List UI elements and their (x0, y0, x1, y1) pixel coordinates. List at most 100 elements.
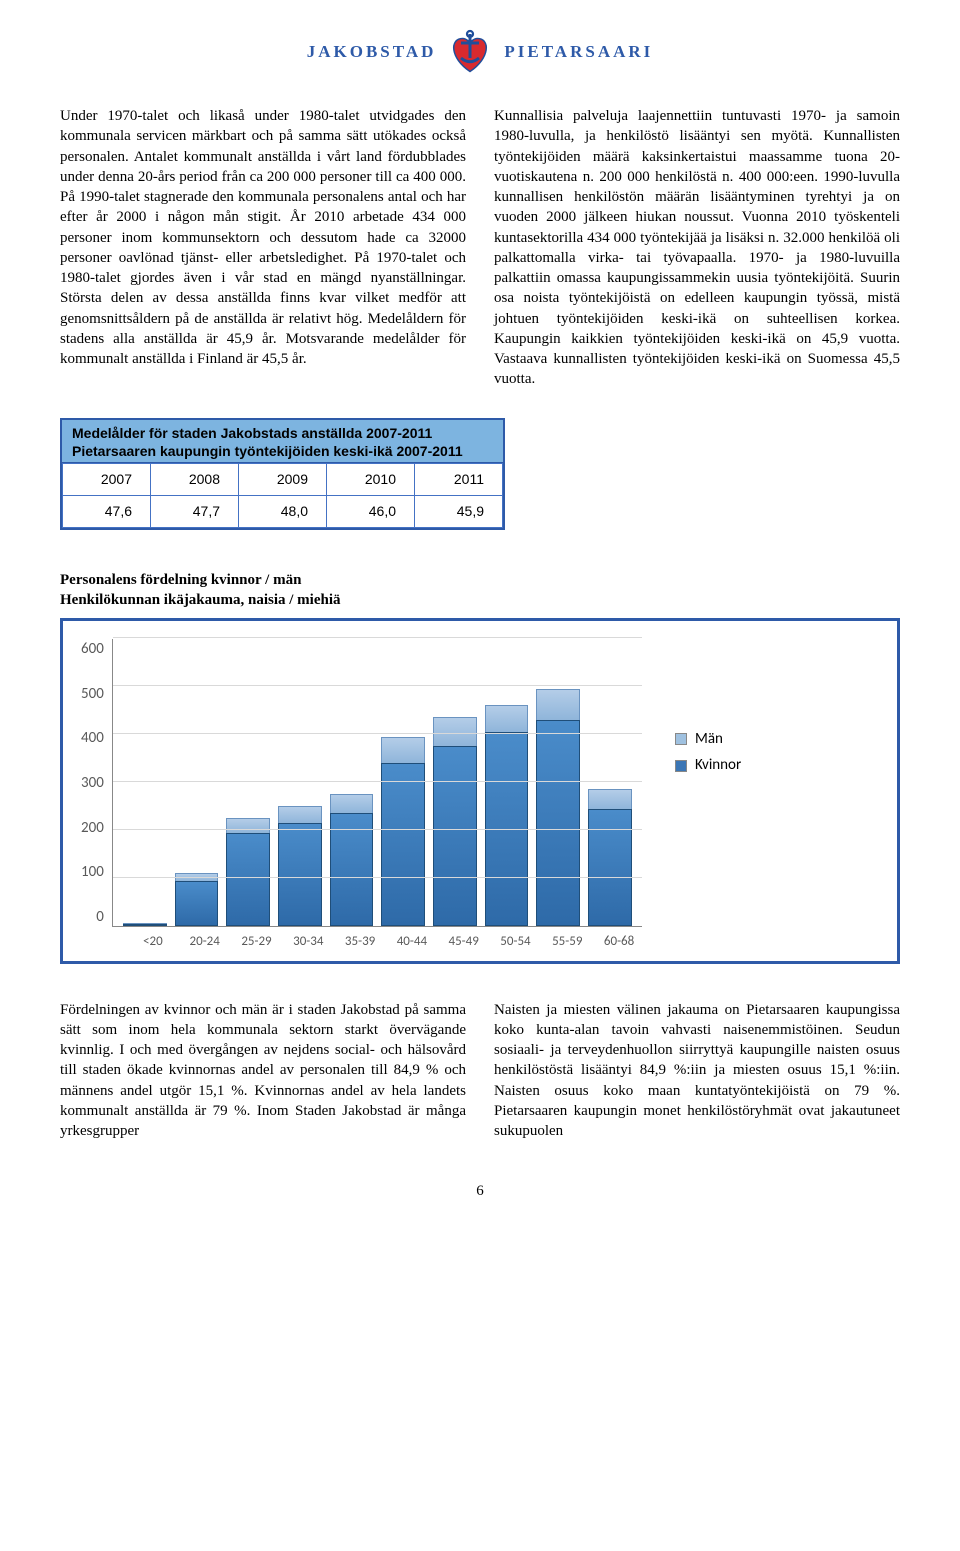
bar-segment-men (588, 789, 632, 808)
bar-stack (175, 873, 219, 926)
y-tick: 500 (81, 684, 104, 704)
x-tick: 45-49 (438, 933, 490, 951)
bar-slot (274, 639, 326, 926)
legend-swatch-men (675, 733, 687, 745)
table-header: Medelålder för staden Jakobstads anställ… (62, 420, 503, 463)
bar-segment-women (433, 746, 477, 926)
x-tick: 30-34 (282, 933, 334, 951)
page-number: 6 (60, 1181, 900, 1201)
bar-segment-women (330, 813, 374, 926)
x-tick: 55-59 (541, 933, 593, 951)
table-row-years: 2007 2008 2009 2010 2011 (63, 463, 503, 495)
table-title-line2: Pietarsaaren kaupungin työntekijöiden ke… (72, 442, 493, 460)
bar-stack (536, 689, 580, 927)
legend-label: Män (695, 729, 723, 749)
y-tick: 300 (81, 773, 104, 793)
table-cell: 2008 (151, 463, 239, 495)
table-cell: 47,7 (151, 495, 239, 527)
bar-stack (588, 789, 632, 926)
bar-segment-men (536, 689, 580, 720)
bar-segment-women (588, 809, 632, 927)
y-tick: 200 (81, 818, 104, 838)
bar-stack (330, 794, 374, 926)
bar-stack (226, 818, 270, 926)
bar-segment-women (123, 924, 167, 926)
chart-legend: Män Kvinnor (675, 729, 741, 782)
bar-slot (171, 639, 223, 926)
bar-segment-men (278, 806, 322, 823)
bar-slot (377, 639, 429, 926)
x-tick: 40-44 (386, 933, 438, 951)
bar-slot (222, 639, 274, 926)
y-tick: 100 (81, 862, 104, 882)
table-title-line1: Medelålder för staden Jakobstads anställ… (72, 424, 493, 442)
x-tick: <20 (127, 933, 179, 951)
legend-label: Kvinnor (695, 755, 741, 775)
bar-segment-men (433, 717, 477, 746)
bottom-col-left: Fördelningen av kvinnor och män är i sta… (60, 1000, 466, 1142)
bar-stack (433, 717, 477, 926)
table-cell: 47,6 (63, 495, 151, 527)
bar-segment-men (330, 794, 374, 813)
table-cell: 2007 (63, 463, 151, 495)
legend-item-women: Kvinnor (675, 755, 741, 775)
x-tick: 20-24 (179, 933, 231, 951)
bar-slot (532, 639, 584, 926)
bar-stack (485, 705, 529, 926)
table-cell: 46,0 (327, 495, 415, 527)
logo-text-right: PIETARSAARI (504, 41, 653, 64)
bar-segment-women (175, 881, 219, 927)
age-distribution-chart: 600 500 400 300 200 100 0 <20 20-24 25-2… (60, 618, 900, 964)
heart-anchor-icon (446, 28, 494, 76)
legend-swatch-women (675, 760, 687, 772)
bar-slot (119, 639, 171, 926)
intro-col-left: Under 1970-talet och likaså under 1980-t… (60, 106, 466, 390)
bar-slot (429, 639, 481, 926)
grid-line (113, 877, 642, 878)
grid-line (113, 637, 642, 638)
table-cell: 2010 (327, 463, 415, 495)
table-row-values: 47,6 47,7 48,0 46,0 45,9 (63, 495, 503, 527)
chart-title-line2: Henkilökunnan ikäjakauma, naisia / miehi… (60, 590, 900, 610)
table-cell: 2009 (239, 463, 327, 495)
grid-line (113, 829, 642, 830)
bar-stack (123, 923, 167, 926)
intro-columns: Under 1970-talet och likaså under 1980-t… (60, 106, 900, 390)
y-tick: 400 (81, 728, 104, 748)
bar-segment-men (485, 705, 529, 731)
grid-line (113, 781, 642, 782)
bar-slot (326, 639, 378, 926)
chart-x-axis: <20 20-24 25-29 30-34 35-39 40-44 45-49 … (121, 927, 651, 951)
table-cell: 48,0 (239, 495, 327, 527)
x-tick: 25-29 (231, 933, 283, 951)
bottom-columns: Fördelningen av kvinnor och män är i sta… (60, 1000, 900, 1142)
bottom-col-right: Naisten ja miesten välinen jakauma on Pi… (494, 1000, 900, 1142)
bar-slot (584, 639, 636, 926)
table-cell: 45,9 (415, 495, 503, 527)
grid-line (113, 733, 642, 734)
bar-segment-women (278, 823, 322, 926)
bar-stack (278, 806, 322, 926)
bar-segment-women (226, 833, 270, 927)
table-cell: 2011 (415, 463, 503, 495)
x-tick: 50-54 (490, 933, 542, 951)
average-age-table: Medelålder för staden Jakobstads anställ… (60, 418, 505, 530)
bar-slot (481, 639, 533, 926)
y-tick: 0 (96, 907, 104, 927)
bar-segment-men (226, 818, 270, 832)
bar-segment-women (381, 763, 425, 926)
chart-title-line1: Personalens fördelning kvinnor / män (60, 570, 900, 590)
intro-col-right: Kunnallisia palveluja laajennettiin tunt… (494, 106, 900, 390)
bar-segment-men (381, 737, 425, 763)
chart-y-axis: 600 500 400 300 200 100 0 (81, 639, 112, 927)
logo-text-left: JAKOBSTAD (307, 41, 437, 64)
legend-item-men: Män (675, 729, 741, 749)
y-tick: 600 (81, 639, 104, 659)
chart-plot-area (112, 639, 642, 927)
bar-segment-women (536, 720, 580, 926)
x-tick: 60-68 (593, 933, 645, 951)
header-logo: JAKOBSTAD PIETARSAARI (60, 28, 900, 76)
chart-title: Personalens fördelning kvinnor / män Hen… (60, 570, 900, 611)
x-tick: 35-39 (334, 933, 386, 951)
bar-stack (381, 737, 425, 927)
